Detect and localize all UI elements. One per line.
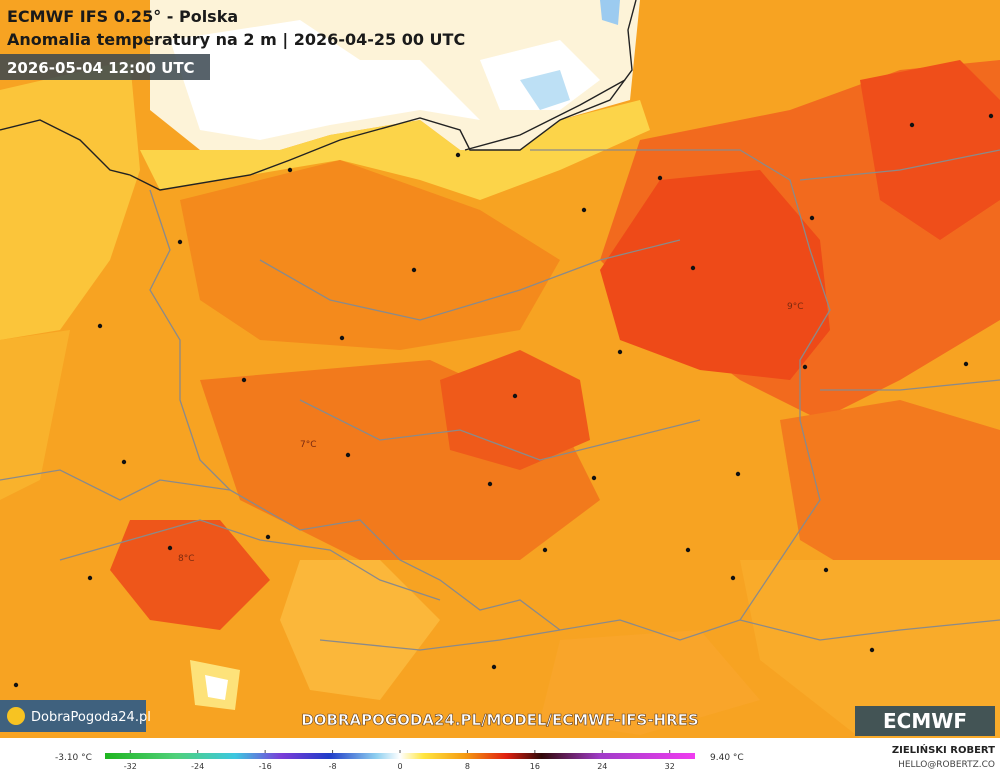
colorbar-tick-label: -32 [124, 762, 137, 771]
ecmwf-logo: ECMWF [883, 709, 967, 733]
logo-text: DobraPogoda24.pl [31, 710, 151, 725]
colorbar-tick-label: 8 [465, 762, 470, 771]
colorbar-tick-label: 0 [397, 762, 402, 771]
colorbar-ticks: -32 -24 -16 -8 0 8 16 24 32 [124, 750, 675, 771]
map: 9°C 7°C 8°C [0, 0, 1000, 738]
map-value-label: 8°C [178, 554, 195, 564]
colorbar-max: 9.40 °C [710, 753, 744, 763]
map-value-label: 9°C [787, 302, 804, 312]
colorbar-tick-label: -24 [191, 762, 204, 771]
author: ZIELIŃSKI ROBERT [892, 743, 995, 756]
time-badge [0, 54, 210, 80]
valid-time: 2026-05-04 12:00 UTC [7, 59, 195, 77]
map-title: ECMWF IFS 0.25° - Polska [7, 7, 238, 26]
colorbar-tick-label: -16 [259, 762, 272, 771]
ecmwf-logo-box [855, 706, 995, 736]
colorbar-tick-label: 24 [597, 762, 607, 771]
colorbar [105, 753, 695, 759]
city-markers [13, 113, 994, 688]
colorbar-tick-label: -8 [329, 762, 337, 771]
colorbar-tick-label: 16 [530, 762, 540, 771]
source-url: DOBRAPOGODA24.PL/MODEL/ECMWF-IFS-HRES [301, 711, 698, 729]
map-value-label: 7°C [300, 440, 317, 450]
colorbar-tick-label: 32 [665, 762, 675, 771]
logo-sun [7, 707, 25, 725]
map-subtitle: Anomalia temperatury na 2 m | 2026-04-25… [7, 30, 465, 50]
author-email: HELLO@ROBERTZ.CO [898, 760, 995, 770]
colorbar-min: -3.10 °C [55, 753, 92, 763]
